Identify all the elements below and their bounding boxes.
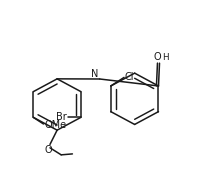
Text: Br: Br (56, 112, 67, 122)
Text: O: O (153, 52, 161, 62)
Text: O: O (44, 145, 52, 155)
Text: N: N (91, 69, 98, 79)
Text: Cl: Cl (124, 72, 134, 82)
Text: OMe: OMe (45, 120, 67, 130)
Text: H: H (162, 53, 169, 62)
